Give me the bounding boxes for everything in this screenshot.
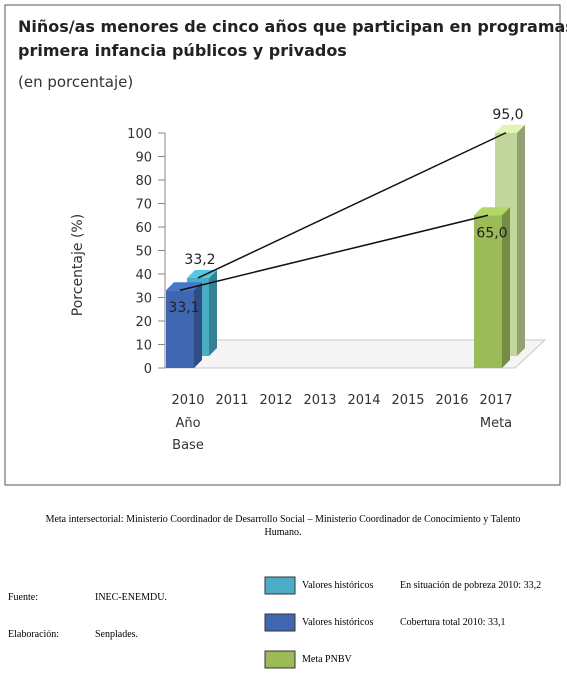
x-tick-label: 2010	[171, 393, 204, 408]
legend-note: Cobertura total 2010: 33,1	[400, 617, 506, 628]
y-tick-label: 80	[135, 174, 152, 189]
chart-title: Niños/as menores de cinco años que parti…	[18, 17, 567, 60]
data-label: 65,0	[476, 225, 507, 241]
source-label: Fuente:	[8, 592, 38, 603]
y-tick-label: 60	[135, 221, 152, 236]
source-value: INEC-ENEMDU.	[95, 592, 167, 603]
x-tick-label: 2011	[215, 393, 248, 408]
y-tick-label: 10	[135, 339, 152, 354]
x-tick-sublabel: Año	[175, 416, 200, 431]
credit-label: Elaboración:	[8, 629, 59, 640]
y-tick-label: 40	[135, 268, 152, 283]
y-axis-label: Porcentaje (%)	[70, 214, 86, 316]
y-tick-label: 70	[135, 198, 152, 213]
y-tick-label: 0	[144, 362, 152, 377]
bar-top	[166, 282, 202, 291]
trend-line	[197, 132, 507, 279]
x-tick-sublabel: Base	[172, 438, 204, 453]
y-tick-label: 30	[135, 292, 152, 307]
data-label: 33,1	[168, 300, 199, 316]
bar-front	[166, 290, 194, 368]
bar-side	[194, 282, 202, 368]
x-tick-sublabel: Meta	[480, 416, 512, 431]
chart-frame	[4, 4, 561, 486]
legend-swatch	[264, 613, 296, 632]
legend-note: En situación de pobreza 2010: 33,2	[400, 580, 541, 591]
legend-label: Valores históricos	[302, 580, 373, 591]
y-tick-label: 100	[127, 127, 152, 142]
bar-side	[502, 207, 510, 368]
credit-value: Senplades.	[95, 629, 138, 640]
data-label: 95,0	[492, 107, 523, 123]
y-tick-label: 20	[135, 315, 152, 330]
legend-swatch	[264, 576, 296, 595]
bar-front	[474, 215, 502, 368]
caption: Meta intersectorial: Ministerio Coordina…	[46, 514, 521, 538]
trend-line	[179, 214, 489, 291]
x-tick-label: 2014	[347, 393, 380, 408]
bar-top	[474, 207, 510, 216]
x-tick-label: 2016	[435, 393, 468, 408]
y-tick-label: 50	[135, 245, 152, 260]
legend-label: Valores históricos	[302, 617, 373, 628]
bar	[474, 207, 510, 368]
x-tick-label: 2012	[259, 393, 292, 408]
data-label: 33,2	[184, 252, 215, 268]
x-tick-label: 2013	[303, 393, 336, 408]
chart-subtitle: (en porcentaje)	[18, 73, 133, 91]
bar-side	[209, 269, 217, 356]
bar	[166, 282, 202, 368]
legend-label: Meta PNBV	[302, 654, 353, 665]
y-tick-label: 90	[135, 151, 152, 166]
bar-top	[495, 124, 525, 133]
bar-side	[517, 124, 525, 356]
legend-swatch	[264, 650, 296, 669]
x-tick-label: 2017	[479, 393, 512, 408]
x-tick-label: 2015	[391, 393, 424, 408]
